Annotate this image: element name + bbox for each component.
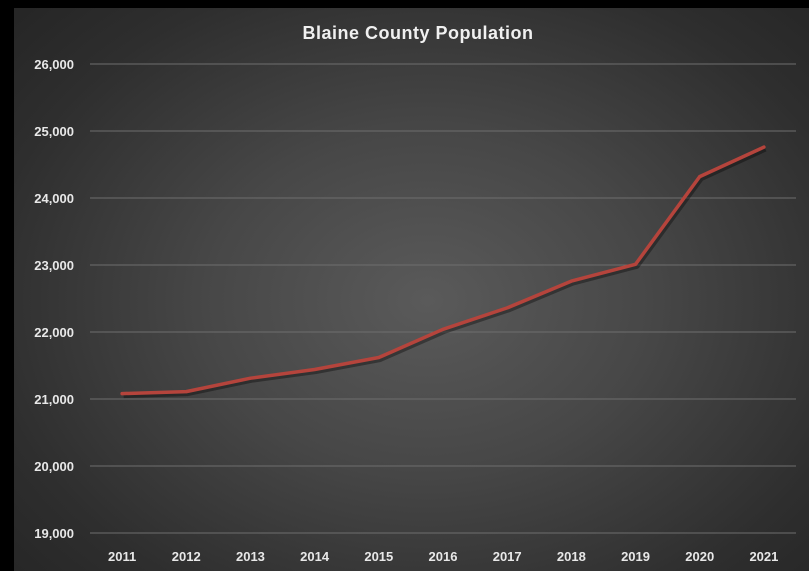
data-point-2012: [184, 390, 188, 394]
x-tick-label: 2013: [236, 549, 265, 564]
series-line: [120, 145, 766, 396]
x-tick-label: 2017: [493, 549, 522, 564]
data-point-2015: [377, 355, 381, 359]
series-group: [120, 145, 767, 399]
x-tick-label: 2019: [621, 549, 650, 564]
y-tick-label: 22,000: [34, 325, 74, 340]
x-tick-label: 2014: [300, 549, 330, 564]
x-tick-label: 2011: [108, 549, 136, 564]
y-axis: 19,000 20,000 21,000 22,000 23,000 24,000 25,0…: [34, 57, 74, 541]
data-point-2021: [762, 145, 766, 149]
x-axis: 2011 2012 2013 2014 2015 2016 2017 2018 2019 2020…: [108, 549, 778, 564]
data-point-2017: [505, 306, 509, 310]
data-point-2013: [248, 376, 252, 380]
x-tick-label: 2015: [364, 549, 393, 564]
y-tick-label: 20,000: [34, 459, 74, 474]
data-point-2020: [698, 175, 702, 179]
x-tick-label: 2018: [557, 549, 586, 564]
y-tick-label: 21,000: [34, 392, 74, 407]
y-tick-label: 23,000: [34, 258, 74, 273]
y-tick-label: 25,000: [34, 124, 74, 139]
data-point-2016: [441, 327, 445, 331]
x-tick-label: 2020: [685, 549, 714, 564]
x-tick-label: 2012: [172, 549, 201, 564]
y-tick-label: 19,000: [34, 526, 74, 541]
series-line-shadow: [123, 146, 767, 399]
gridlines: [90, 63, 796, 534]
x-tick-label: 2016: [429, 549, 458, 564]
y-tick-label: 26,000: [34, 57, 74, 72]
data-point-2014: [313, 368, 317, 372]
chart-title: Blaine County Population: [303, 23, 534, 43]
data-point-2019: [634, 262, 638, 266]
y-tick-label: 24,000: [34, 191, 74, 206]
data-point-2018: [569, 279, 573, 283]
x-tick-label: 2021: [749, 549, 778, 564]
data-point-2011: [120, 392, 124, 396]
